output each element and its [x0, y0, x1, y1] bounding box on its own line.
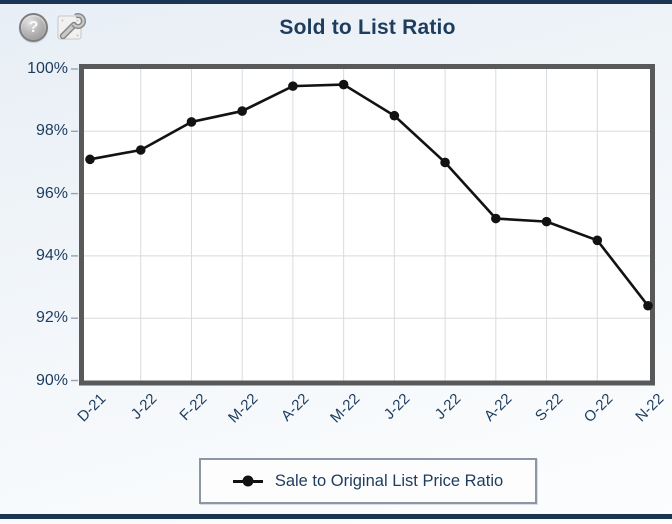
wrench-icon: [57, 13, 86, 40]
help-button[interactable]: ?: [19, 13, 48, 42]
data-point: [592, 235, 603, 246]
y-axis-label: 98%: [35, 122, 68, 140]
data-point: [135, 145, 146, 155]
question-icon: ?: [28, 19, 39, 36]
top-border-bar: [0, 0, 672, 4]
data-point: [440, 157, 450, 168]
data-point: [389, 110, 400, 121]
y-axis-label: 100%: [27, 60, 68, 77]
data-point: [85, 154, 95, 165]
data-point: [288, 81, 298, 91]
y-axis-label: 94%: [35, 246, 68, 264]
data-point: [541, 216, 552, 227]
plot-area: [84, 69, 650, 381]
data-point: [491, 213, 501, 224]
plot-border: [79, 64, 655, 386]
legend: Sale to Original List Price Ratio: [199, 458, 537, 504]
y-axis-label: 90%: [35, 371, 68, 389]
chart-title: Sold to List Ratio: [279, 16, 456, 39]
legend-dot: [242, 475, 254, 487]
data-point: [338, 79, 349, 90]
y-axis-label: 92%: [35, 309, 68, 327]
y-axis-label: 96%: [35, 184, 68, 202]
bottom-border-bar: [0, 514, 672, 519]
settings-button[interactable]: [54, 10, 88, 44]
line-chart-plot: [71, 64, 655, 386]
data-point: [186, 117, 197, 127]
data-line: [89, 83, 650, 307]
data-point: [237, 106, 247, 116]
legend-label: Sale to Original List Price Ratio: [274, 471, 504, 490]
data-point: [643, 300, 653, 311]
legend-marker-icon: [232, 475, 263, 487]
